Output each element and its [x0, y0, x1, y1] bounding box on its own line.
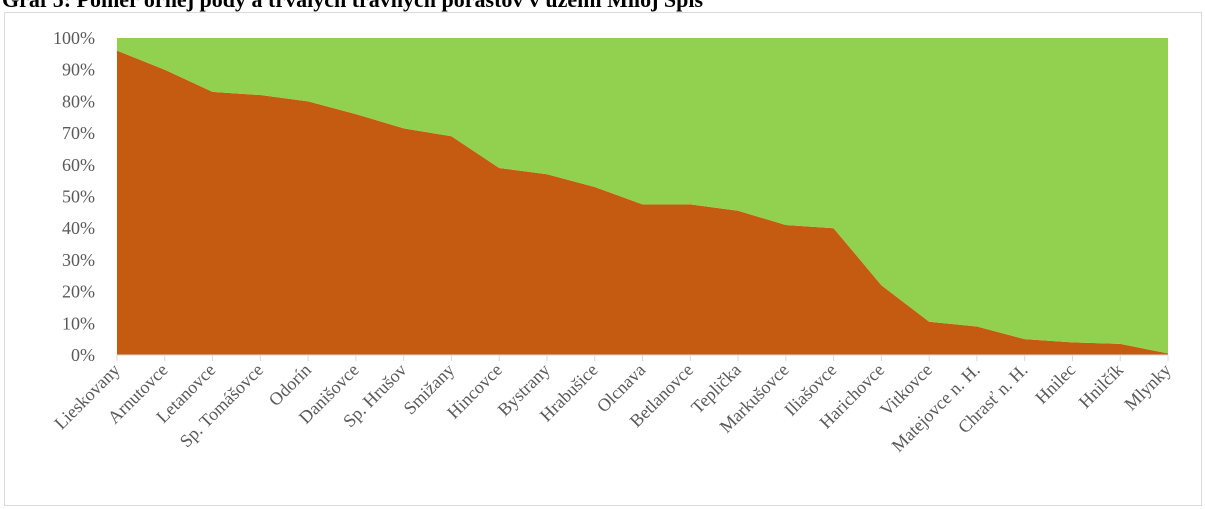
x-tick-label: Hnilčík — [1075, 360, 1127, 412]
y-tick-label: 100% — [53, 28, 95, 48]
y-tick-label: 70% — [62, 123, 95, 143]
area-series-1 — [117, 50, 1168, 356]
y-tick-label: 50% — [62, 187, 95, 207]
y-tick-label: 40% — [62, 218, 95, 238]
area-series-2 — [117, 38, 1168, 354]
y-tick-label: 10% — [62, 313, 95, 333]
y-tick-label: 80% — [62, 91, 95, 111]
axes-group — [116, 354, 1169, 361]
chart-title: Graf 5: Pomer ornej pôdy a trvalých tráv… — [2, 0, 703, 13]
y-tick-label: 0% — [71, 345, 95, 365]
y-tick-label: 60% — [62, 155, 95, 175]
x-tick-label: Mlynky — [1120, 360, 1174, 414]
y-tick-label: 20% — [62, 282, 95, 302]
x-tick-label: Hnilec — [1031, 360, 1079, 408]
x-tick-label: Sp. Tomášovce — [176, 360, 268, 452]
area-series-group — [117, 38, 1168, 356]
y-tick-label: 30% — [62, 250, 95, 270]
y-tick-label: 90% — [62, 60, 95, 80]
y-tick-labels: 0% 10% 20% 30% 40% 50% 60% 70% 80% 90% 100% — [53, 28, 95, 365]
